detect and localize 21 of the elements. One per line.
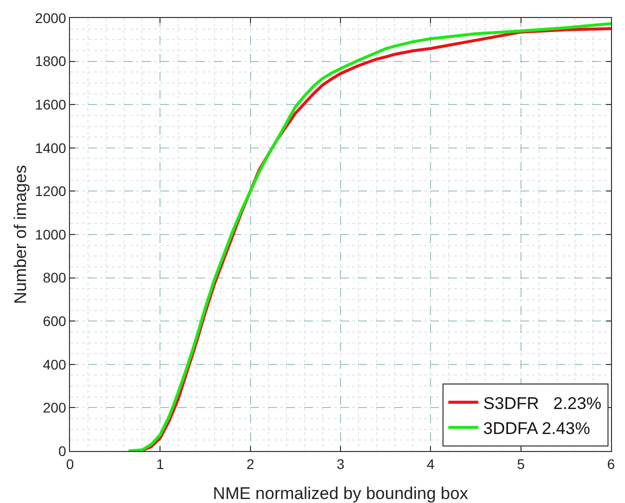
y-tick-label: 600 bbox=[42, 313, 66, 329]
y-tick-label: 800 bbox=[42, 270, 66, 286]
y-tick-label: 400 bbox=[42, 356, 66, 372]
x-tick-label: 5 bbox=[516, 456, 525, 472]
x-tick-label: 6 bbox=[607, 456, 616, 472]
y-tick-label: 1200 bbox=[35, 183, 66, 200]
x-tick-label: 1 bbox=[156, 456, 164, 472]
y-tick-label: 2000 bbox=[35, 10, 66, 26]
x-tick-label: 3 bbox=[336, 456, 345, 472]
x-tick-label: 2 bbox=[246, 456, 254, 472]
x-axis-title: NME normalized by bounding box bbox=[212, 484, 469, 503]
y-tick-label: 1800 bbox=[35, 53, 66, 70]
x-tick-label: 4 bbox=[426, 456, 435, 472]
y-tick-label: 1600 bbox=[35, 96, 66, 112]
y-tick-label: 0 bbox=[58, 442, 66, 459]
y-tick-label: 1400 bbox=[35, 140, 66, 156]
y-tick-label: 200 bbox=[42, 400, 66, 416]
y-axis-title: Number of images bbox=[11, 165, 30, 304]
legend-label: 3DDFA 2.43% bbox=[483, 418, 590, 438]
legend-label: S3DFR 2.23% bbox=[483, 394, 602, 413]
y-tick-label: 1000 bbox=[35, 226, 66, 242]
